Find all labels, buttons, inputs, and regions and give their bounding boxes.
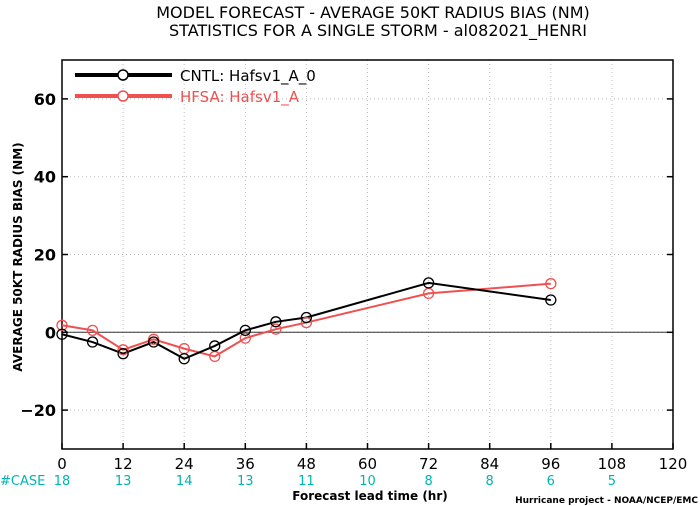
x-tick-label: 12 <box>114 455 133 473</box>
y-tick-label: 60 <box>34 90 56 109</box>
legend: CNTL: Hafsv1_A_0 HFSA: Hafsv1_A <box>75 67 316 107</box>
legend-marker-hfsa <box>117 90 129 102</box>
series-point-0 <box>117 348 129 360</box>
y-axis-label: AVERAGE 50KT RADIUS BIAS (NM) <box>11 142 25 371</box>
case-count: 13 <box>115 474 132 489</box>
series-point-1 <box>56 319 68 331</box>
series-point-0 <box>147 336 160 348</box>
x-tick-label: 36 <box>236 455 255 473</box>
series-point-0 <box>300 311 313 324</box>
grid <box>62 60 673 449</box>
series-point-1 <box>86 324 99 337</box>
credit-text: Hurricane project - NOAA/NCEP/EMC <box>515 496 698 506</box>
x-axis-label: Forecast lead time (hr) <box>292 489 448 503</box>
case-count: 8 <box>424 474 432 489</box>
legend-label-cntl: CNTL: Hafsv1_A_0 <box>180 67 316 86</box>
series-point-1 <box>239 332 251 344</box>
x-tick-label: 0 <box>57 455 67 473</box>
case-count: 5 <box>608 474 616 489</box>
series-point-0 <box>56 328 68 340</box>
case-label: #CASE <box>0 474 45 489</box>
series-point-1 <box>545 278 557 290</box>
series-point-0 <box>422 277 435 289</box>
series-point-1 <box>270 323 282 335</box>
x-tick-label: 120 <box>659 455 688 473</box>
chart-subtitle: STATISTICS FOR A SINGLE STORM - al082021… <box>169 21 587 41</box>
case-count: 11 <box>298 474 315 489</box>
x-tick-label: 84 <box>480 455 499 473</box>
case-count: 6 <box>547 474 555 489</box>
y-tick-labels: −20 0 20 40 60 <box>20 90 673 420</box>
case-count: 13 <box>237 474 254 489</box>
series-point-0 <box>239 324 251 337</box>
chart-title: MODEL FORECAST - AVERAGE 50KT RADIUS BIA… <box>156 3 590 22</box>
series-point-0 <box>86 336 99 348</box>
case-counts: 18 13 14 13 11 10 8 8 6 5 <box>54 474 616 489</box>
case-count: 8 <box>486 474 494 489</box>
x-tick-label: 24 <box>175 455 194 473</box>
x-tick-label: 108 <box>598 455 627 473</box>
series-point-0 <box>178 353 190 365</box>
x-tick-labels: 0 12 24 36 48 60 72 84 96 108 120 <box>57 443 687 473</box>
series-point-1 <box>117 344 129 356</box>
case-count: 18 <box>54 474 71 489</box>
x-tick-label: 72 <box>419 455 438 473</box>
series-line-0 <box>61 281 551 360</box>
series-point-0 <box>209 340 221 352</box>
series-point-0 <box>270 316 282 328</box>
y-tick-label: 20 <box>34 246 56 265</box>
y-tick-label: 0 <box>45 323 56 342</box>
series-layer <box>56 277 557 365</box>
case-count: 14 <box>176 474 193 489</box>
series-point-0 <box>545 294 557 306</box>
series-line-1 <box>61 282 551 358</box>
y-tick-label: −20 <box>20 401 56 420</box>
legend-marker-cntl <box>117 69 129 81</box>
plot-frame <box>61 59 674 450</box>
case-count: 10 <box>359 474 376 489</box>
series-point-1 <box>147 333 160 345</box>
x-tick-label: 48 <box>297 455 316 473</box>
series-point-1 <box>300 316 313 329</box>
x-tick-label: 60 <box>358 455 377 473</box>
x-tick-label: 96 <box>541 455 560 473</box>
legend-label-hfsa: HFSA: Hafsv1_A <box>180 88 300 107</box>
y-tick-label: 40 <box>34 168 56 187</box>
